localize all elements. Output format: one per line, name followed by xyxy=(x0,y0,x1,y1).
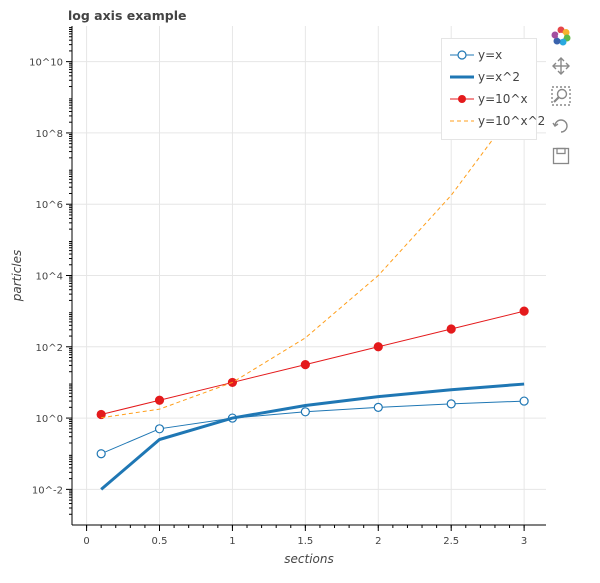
y-tick-label: 10^-2 xyxy=(32,485,63,496)
legend[interactable]: y=x y=x^2 y=10^x y=10^x^2 xyxy=(441,38,545,140)
data-point xyxy=(446,324,456,334)
legend-swatch-circle-line xyxy=(450,50,474,60)
x-tick-label: 1.5 xyxy=(297,536,313,547)
legend-swatch-thick-line xyxy=(450,75,474,79)
legend-label: y=10^x xyxy=(478,92,528,106)
x-tick-label: 0.5 xyxy=(152,536,168,547)
x-tick-label: 0 xyxy=(83,536,89,547)
y-tick-label: 10^8 xyxy=(36,129,63,140)
x-tick-label: 1 xyxy=(229,536,235,547)
x-axis-label: sections xyxy=(284,552,333,566)
x-tick-label: 2.5 xyxy=(443,536,459,547)
data-point xyxy=(154,395,165,405)
legend-item-y-10x2[interactable]: y=10^x^2 xyxy=(450,111,545,131)
legend-swatch-dashed-line xyxy=(450,120,474,122)
data-point xyxy=(373,402,383,412)
chart-title: log axis example xyxy=(68,8,187,23)
x-tick-label: 3 xyxy=(521,536,527,547)
y-tick-label: 10^10 xyxy=(29,58,63,69)
y-tick-label: 10^4 xyxy=(36,272,63,283)
x-tick-label: 2 xyxy=(375,536,381,547)
legend-item-y-10x[interactable]: y=10^x xyxy=(450,89,528,109)
series-line xyxy=(101,96,525,419)
series-line xyxy=(100,382,525,491)
data-point xyxy=(519,306,529,316)
chart-toolbar xyxy=(549,24,575,174)
y-tick-label: 10^6 xyxy=(36,200,63,211)
save-icon[interactable] xyxy=(549,144,573,168)
data-point xyxy=(519,396,529,406)
legend-label: y=x xyxy=(478,48,503,62)
series-line xyxy=(101,310,525,415)
legend-item-y-x[interactable]: y=x xyxy=(450,45,502,65)
data-point xyxy=(300,407,310,417)
logo-icon[interactable] xyxy=(549,24,573,48)
series-line xyxy=(100,400,525,455)
data-point xyxy=(446,399,456,409)
zoom-icon[interactable] xyxy=(549,84,573,108)
legend-label: y=x^2 xyxy=(478,70,520,84)
pan-icon[interactable] xyxy=(549,54,573,78)
data-point xyxy=(373,342,383,352)
data-point xyxy=(154,424,165,434)
legend-item-y-x2[interactable]: y=x^2 xyxy=(450,67,520,87)
legend-swatch-dot-line xyxy=(450,95,474,103)
reset-icon[interactable] xyxy=(549,114,573,138)
y-tick-label: 10^2 xyxy=(36,343,63,354)
data-point xyxy=(300,360,310,370)
y-tick-label: 10^0 xyxy=(36,414,63,425)
legend-label: y=10^x^2 xyxy=(478,114,546,128)
y-axis-label: particles xyxy=(10,250,24,303)
data-point xyxy=(96,409,106,420)
data-point xyxy=(96,449,106,459)
